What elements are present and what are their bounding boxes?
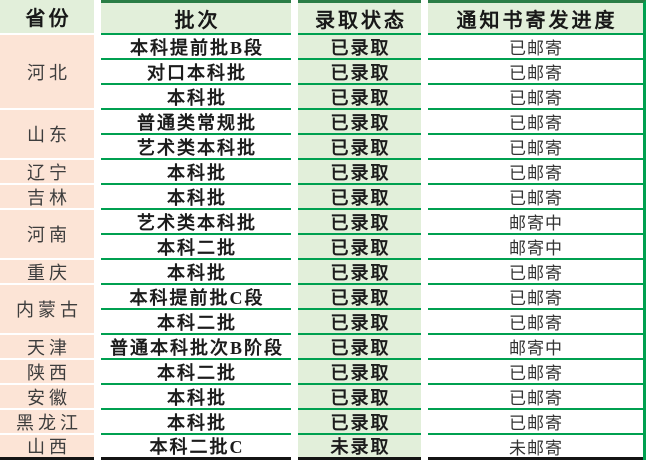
batch-cell: 本科批	[101, 160, 291, 185]
status-cell: 已录取	[298, 160, 421, 185]
status-cell: 已录取	[298, 135, 421, 160]
column-header-province: 省份	[0, 0, 94, 35]
province-cell: 山西	[0, 435, 94, 460]
batch-cell: 本科二批	[101, 235, 291, 260]
batch-cell: 本科二批	[101, 310, 291, 335]
province-cell: 河南	[0, 210, 94, 260]
province-cell: 吉林	[0, 185, 94, 210]
batch-cell: 艺术类本科批	[101, 135, 291, 160]
batch-cell: 对口本科批	[101, 60, 291, 85]
batch-cell: 本科提前批B段	[101, 35, 291, 60]
status-cell: 已录取	[298, 35, 421, 60]
progress-cell: 已邮寄	[428, 35, 643, 60]
progress-cell: 已邮寄	[428, 285, 643, 310]
province-cell: 河北	[0, 35, 94, 110]
province-cell: 重庆	[0, 260, 94, 285]
progress-column: 通知书寄发进度 已邮寄 已邮寄 已邮寄 已邮寄 已邮寄 已邮寄 已邮寄 邮寄中 邮寄中 已邮寄 已邮…	[428, 0, 646, 460]
status-cell: 已录取	[298, 410, 421, 435]
province-cell: 黑龙江	[0, 410, 94, 435]
batch-cell: 本科批	[101, 410, 291, 435]
status-cell: 已录取	[298, 360, 421, 385]
status-cell: 已录取	[298, 110, 421, 135]
province-cell: 天津	[0, 335, 94, 360]
batch-cell: 本科批	[101, 260, 291, 285]
column-header-progress: 通知书寄发进度	[428, 3, 643, 35]
progress-cell: 邮寄中	[428, 335, 643, 360]
progress-cell: 未邮寄	[428, 435, 643, 460]
status-cell: 已录取	[298, 60, 421, 85]
progress-cell: 邮寄中	[428, 235, 643, 260]
batch-cell: 本科批	[101, 185, 291, 210]
progress-cell: 已邮寄	[428, 85, 643, 110]
status-cell: 已录取	[298, 310, 421, 335]
batch-cell: 普通本科批次B阶段	[101, 335, 291, 360]
status-cell: 未录取	[298, 435, 421, 460]
progress-cell: 已邮寄	[428, 410, 643, 435]
status-cell: 已录取	[298, 235, 421, 260]
province-cell: 安徽	[0, 385, 94, 410]
progress-cell: 已邮寄	[428, 185, 643, 210]
progress-cell: 已邮寄	[428, 360, 643, 385]
province-column: 省份 河北 山东 辽宁 吉林 河南 重庆 内蒙古 天津 陕西 安徽 黑龙江 山西	[0, 0, 94, 460]
column-header-batch: 批次	[101, 3, 291, 35]
progress-cell: 已邮寄	[428, 60, 643, 85]
province-cell: 辽宁	[0, 160, 94, 185]
batch-cell: 本科提前批C段	[101, 285, 291, 310]
progress-cell: 已邮寄	[428, 260, 643, 285]
column-header-status: 录取状态	[298, 3, 421, 35]
status-column: 录取状态 已录取 已录取 已录取 已录取 已录取 已录取 已录取 已录取 已录取 已录取 已录取 已录…	[298, 0, 421, 460]
status-cell: 已录取	[298, 385, 421, 410]
batch-cell: 本科批	[101, 385, 291, 410]
progress-cell: 已邮寄	[428, 135, 643, 160]
province-cell: 内蒙古	[0, 285, 94, 335]
status-cell: 已录取	[298, 260, 421, 285]
status-cell: 已录取	[298, 85, 421, 110]
progress-cell: 已邮寄	[428, 385, 643, 410]
status-cell: 已录取	[298, 185, 421, 210]
status-cell: 已录取	[298, 210, 421, 235]
batch-cell: 艺术类本科批	[101, 210, 291, 235]
batch-cell: 本科批	[101, 85, 291, 110]
province-cell: 陕西	[0, 360, 94, 385]
batch-cell: 本科二批	[101, 360, 291, 385]
progress-cell: 已邮寄	[428, 160, 643, 185]
batch-column: 批次 本科提前批B段 对口本科批 本科批 普通类常规批 艺术类本科批 本科批 本科批 艺术类本…	[101, 0, 291, 460]
status-cell: 已录取	[298, 285, 421, 310]
progress-cell: 邮寄中	[428, 210, 643, 235]
batch-cell: 普通类常规批	[101, 110, 291, 135]
batch-cell: 本科二批C	[101, 435, 291, 460]
progress-cell: 已邮寄	[428, 310, 643, 335]
province-cell: 山东	[0, 110, 94, 160]
status-cell: 已录取	[298, 335, 421, 360]
progress-cell: 已邮寄	[428, 110, 643, 135]
